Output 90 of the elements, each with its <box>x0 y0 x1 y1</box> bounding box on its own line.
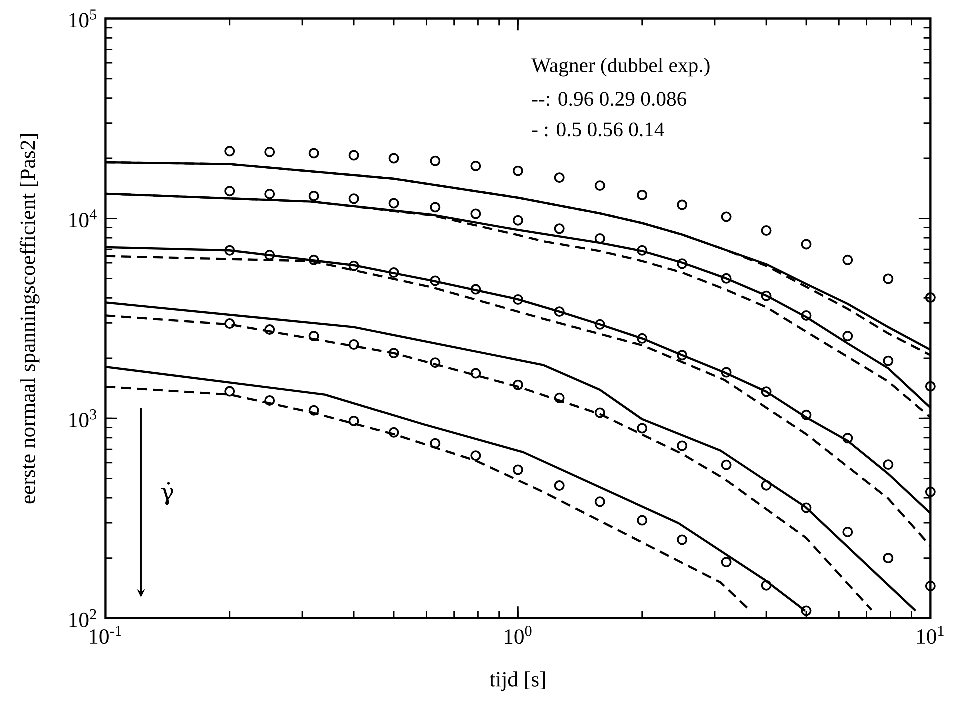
point <box>388 153 400 164</box>
point <box>470 160 482 172</box>
point <box>348 339 360 350</box>
point <box>224 386 236 397</box>
point <box>883 459 894 470</box>
point <box>348 260 360 272</box>
point <box>512 464 524 475</box>
y-tick-label: 10$^{2}$ <box>70 609 96 628</box>
point <box>801 606 812 616</box>
point <box>224 186 236 196</box>
point <box>430 438 441 449</box>
point <box>388 198 400 208</box>
point <box>761 386 772 397</box>
x-tick-label: 10$^{-1}$ <box>90 626 122 644</box>
point <box>388 427 400 438</box>
point <box>470 450 482 461</box>
point <box>512 215 524 226</box>
point <box>677 440 688 452</box>
point <box>554 306 565 317</box>
point <box>554 480 565 491</box>
point <box>388 348 400 358</box>
point <box>594 180 606 191</box>
point <box>761 225 772 236</box>
point <box>637 333 648 344</box>
point <box>883 274 894 284</box>
point <box>925 486 936 498</box>
point <box>430 275 441 286</box>
point <box>470 284 482 295</box>
point <box>388 267 400 278</box>
y-tick-label: 10$^{5}$ <box>70 10 97 28</box>
point <box>842 526 854 538</box>
annotation: γ̇ <box>161 482 174 506</box>
point <box>264 146 276 158</box>
point <box>348 416 360 426</box>
y-axis-title: eerste normaal spanningscoefficient [Pas2] <box>20 134 40 504</box>
annotation: --: 0.96 0.29 0.086 <box>532 92 687 106</box>
y-tick-label: 10$^{3}$ <box>70 409 97 428</box>
point <box>470 208 482 220</box>
point <box>430 357 441 368</box>
point <box>637 190 648 200</box>
point <box>348 150 360 161</box>
point <box>264 188 276 200</box>
y-tick-label: 10$^{4}$ <box>70 209 97 228</box>
point <box>430 156 441 166</box>
point <box>677 534 688 545</box>
point <box>761 290 772 302</box>
point <box>761 580 772 591</box>
point <box>264 324 276 335</box>
point <box>761 480 772 491</box>
point <box>554 172 565 183</box>
point <box>594 407 606 418</box>
point <box>883 356 894 366</box>
point <box>594 496 606 507</box>
x-tick-label: 10$^{0}$ <box>505 626 532 644</box>
x-tick-label: 10$^{1}$ <box>917 626 944 644</box>
point <box>594 319 606 330</box>
point <box>470 368 482 379</box>
annotation: - : 0.5 0.56 0.14 <box>532 122 664 136</box>
point <box>224 318 236 329</box>
point <box>925 292 936 303</box>
point <box>264 395 276 406</box>
point <box>348 193 360 204</box>
point <box>637 423 648 434</box>
point <box>677 200 688 210</box>
point <box>554 392 565 404</box>
point <box>224 245 236 256</box>
point <box>512 380 524 390</box>
point <box>594 233 606 244</box>
point <box>842 330 854 342</box>
point <box>925 381 936 392</box>
point <box>842 254 854 266</box>
point <box>554 223 565 234</box>
point <box>637 515 648 526</box>
annotation: Wagner (dubbel exp.) <box>532 58 710 76</box>
point <box>637 245 648 256</box>
point <box>430 202 441 212</box>
point <box>883 552 894 564</box>
point <box>801 410 812 420</box>
x-axis-title: tijd [s] <box>490 671 546 692</box>
point <box>925 580 936 592</box>
point <box>512 294 524 305</box>
point <box>801 502 812 513</box>
point <box>801 310 812 321</box>
point <box>677 350 688 360</box>
point <box>512 166 524 176</box>
point <box>801 239 812 250</box>
point <box>677 258 688 269</box>
point <box>224 146 236 156</box>
point <box>264 250 276 260</box>
point <box>842 432 854 444</box>
